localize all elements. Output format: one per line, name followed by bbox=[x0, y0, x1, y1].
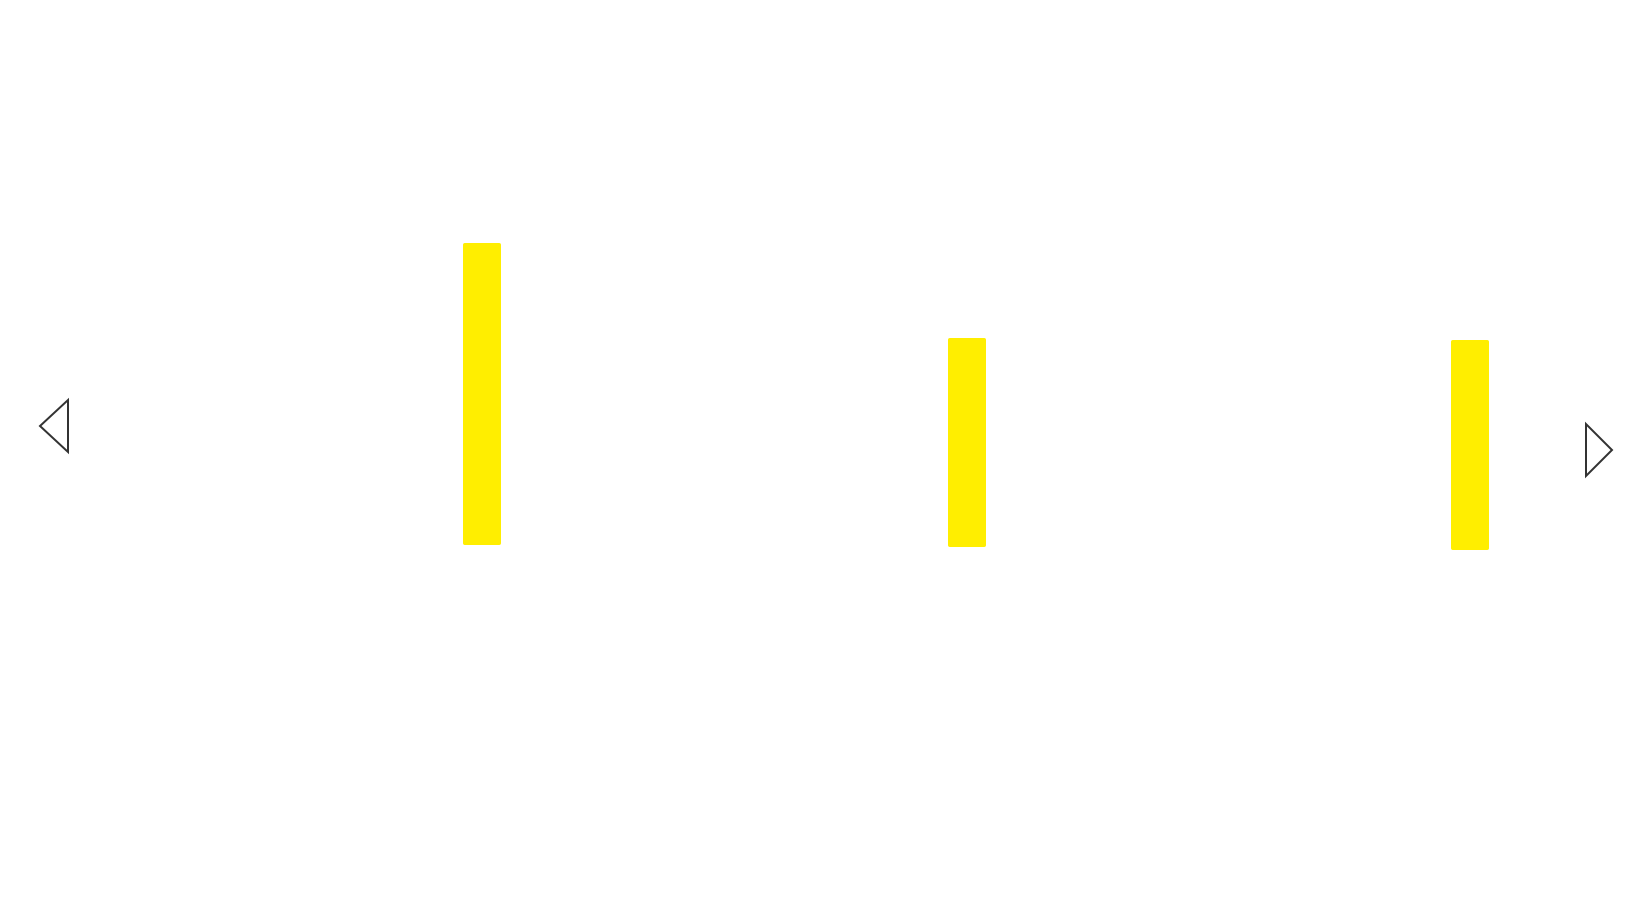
carousel-panel-2[interactable] bbox=[610, 30, 1090, 830]
chevron-left-outline-icon bbox=[38, 397, 69, 455]
chevron-right-outline-icon bbox=[1585, 421, 1614, 479]
carousel-panel-1[interactable] bbox=[90, 30, 570, 830]
panel-accent-bar bbox=[463, 243, 501, 545]
panel-accent-bar bbox=[1451, 340, 1489, 550]
carousel-prev-button[interactable] bbox=[36, 396, 76, 456]
panel-accent-bar bbox=[948, 338, 986, 547]
carousel-panel-3[interactable] bbox=[1110, 30, 1590, 830]
carousel-next-button[interactable] bbox=[1580, 420, 1620, 480]
